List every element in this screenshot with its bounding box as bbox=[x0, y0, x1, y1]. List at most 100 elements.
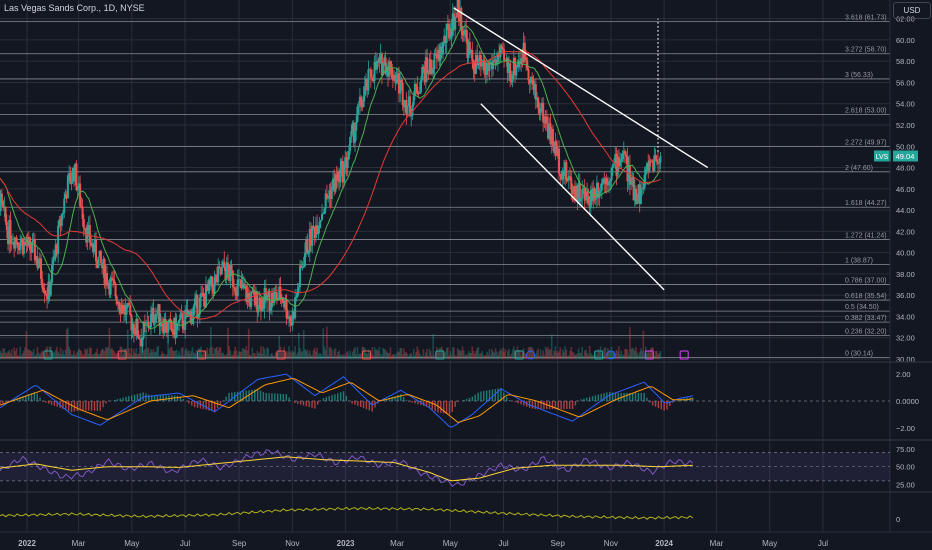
candle-body bbox=[423, 69, 426, 83]
volume-bar bbox=[532, 349, 535, 359]
candle-body bbox=[244, 285, 247, 289]
macd-histogram-bar bbox=[153, 395, 156, 401]
candle-body bbox=[319, 219, 322, 222]
candle-body bbox=[538, 108, 541, 114]
macd-histogram-bar bbox=[88, 401, 90, 411]
candle-body bbox=[288, 316, 291, 319]
volume-bar bbox=[350, 355, 353, 359]
candle-body bbox=[647, 163, 650, 173]
volume-bar bbox=[356, 347, 359, 359]
volume-bar bbox=[459, 350, 461, 359]
candle-body bbox=[413, 83, 416, 97]
volume-bar bbox=[13, 347, 15, 359]
y-tick-label: 46.00 bbox=[896, 185, 915, 194]
volume-bar bbox=[389, 347, 392, 359]
candle-body bbox=[636, 200, 639, 204]
candle-body bbox=[149, 314, 152, 328]
candle-body bbox=[272, 292, 275, 303]
candle-body bbox=[553, 145, 556, 154]
candle-body bbox=[466, 37, 469, 58]
candle-body bbox=[7, 230, 10, 245]
candle-body bbox=[390, 63, 393, 78]
volume-bar bbox=[642, 330, 645, 359]
candle-body bbox=[116, 302, 119, 305]
candle-body bbox=[399, 80, 402, 94]
volume-bar bbox=[379, 354, 382, 359]
macd-histogram-bar bbox=[317, 401, 319, 405]
volume-bar bbox=[170, 347, 173, 359]
macd-histogram-bar bbox=[325, 397, 328, 401]
volume-bar bbox=[330, 349, 333, 359]
symbol-title: Las Vegas Sands Corp., 1D, NYSE bbox=[4, 3, 145, 13]
volume-bar bbox=[123, 348, 125, 359]
candle-body bbox=[211, 276, 214, 288]
volume-bar bbox=[238, 351, 240, 359]
volume-bar bbox=[535, 354, 537, 359]
volume-bar bbox=[530, 346, 532, 359]
volume-bar bbox=[232, 354, 234, 359]
volume-bar bbox=[367, 349, 370, 359]
volume-bar bbox=[399, 348, 402, 359]
volume-bar bbox=[260, 346, 262, 359]
candle-body bbox=[533, 84, 536, 90]
candle-body bbox=[80, 205, 83, 207]
volume-bar bbox=[158, 355, 161, 359]
candle-body bbox=[511, 74, 514, 83]
candle-body bbox=[459, 8, 462, 21]
volume-bar bbox=[651, 347, 653, 359]
volume-bar bbox=[418, 353, 421, 359]
volume-bar bbox=[627, 355, 630, 359]
candle-body bbox=[372, 79, 375, 82]
volume-bar bbox=[34, 355, 36, 359]
volume-bar bbox=[81, 353, 84, 359]
candle-body bbox=[455, 16, 458, 18]
candle-body bbox=[137, 336, 140, 340]
macd-histogram-bar bbox=[65, 401, 67, 410]
volume-bar bbox=[489, 354, 492, 359]
candle-body bbox=[450, 28, 453, 36]
candle-body bbox=[10, 242, 13, 244]
volume-bar bbox=[304, 349, 306, 359]
volume-bar bbox=[426, 348, 428, 359]
candle-body bbox=[103, 259, 106, 286]
volume-bar bbox=[65, 329, 68, 359]
candle-body bbox=[180, 313, 183, 315]
candle-body bbox=[118, 302, 121, 309]
candle-body bbox=[16, 241, 19, 248]
candle-body bbox=[110, 277, 113, 279]
candle-body bbox=[297, 287, 300, 289]
volume-bar bbox=[269, 354, 272, 359]
candle-body bbox=[332, 178, 335, 187]
volume-bar bbox=[250, 355, 252, 359]
candle-body bbox=[593, 188, 596, 200]
volume-bar bbox=[409, 353, 411, 359]
x-tick-label: Nov bbox=[285, 539, 299, 548]
volume-bar bbox=[222, 352, 224, 359]
volume-bar bbox=[444, 351, 447, 359]
candle-body bbox=[178, 320, 181, 324]
macd-histogram-bar bbox=[70, 401, 73, 412]
macd-histogram-bar bbox=[431, 401, 433, 410]
macd-histogram-bar bbox=[623, 392, 625, 401]
volume-bar bbox=[552, 355, 554, 359]
volume-bar bbox=[180, 348, 183, 359]
candle-body bbox=[603, 178, 606, 184]
currency-selector[interactable]: USD bbox=[893, 2, 931, 19]
candle-body bbox=[527, 68, 530, 81]
volume-bar bbox=[122, 354, 124, 359]
volume-bar bbox=[7, 351, 9, 359]
candle-body bbox=[277, 297, 280, 300]
volume-bar bbox=[98, 353, 101, 359]
volume-bar bbox=[48, 346, 51, 359]
candle-body bbox=[85, 229, 88, 243]
macd-histogram-bar bbox=[468, 397, 471, 401]
volume-bar bbox=[322, 328, 325, 359]
y-tick-label: 30.00 bbox=[896, 355, 915, 364]
volume-bar bbox=[341, 355, 344, 359]
volume-bar bbox=[558, 351, 560, 359]
volume-bar bbox=[456, 348, 459, 359]
candle-body bbox=[373, 62, 376, 82]
macd-histogram-bar bbox=[30, 393, 33, 401]
volume-bar bbox=[246, 350, 249, 359]
